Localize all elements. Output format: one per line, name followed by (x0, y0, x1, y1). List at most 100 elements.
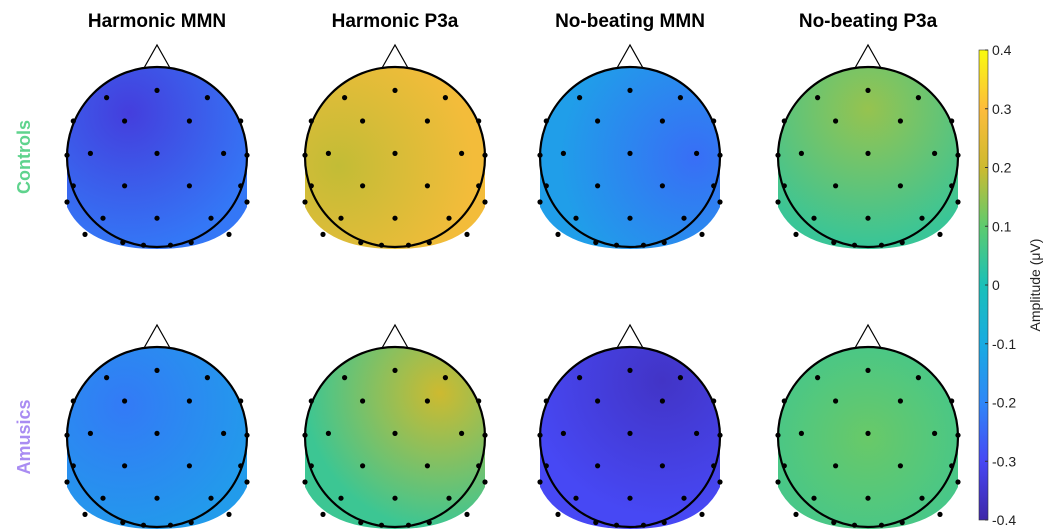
colorbar-tick-label: -0.1 (992, 336, 1016, 352)
column-title: No-beating P3a (799, 11, 938, 32)
electrode-dot (815, 375, 821, 381)
electrode-dot (932, 150, 938, 156)
topo-surface (778, 347, 958, 529)
colorbar-tick-label: -0.4 (992, 512, 1016, 528)
electrode-dot (392, 87, 398, 93)
electrode-dot (226, 231, 232, 237)
electrode-dot (320, 511, 326, 517)
electrode-dot (302, 152, 308, 158)
electrode-dot (897, 183, 904, 189)
electrode-dot (543, 183, 549, 189)
electrode-dot (476, 463, 482, 469)
electrode-dot (627, 150, 633, 156)
electrode-dot (851, 522, 858, 528)
electrode-dot (798, 430, 805, 436)
electrode-dot (186, 183, 192, 189)
topo-surface (67, 347, 247, 529)
electrode-dot (104, 375, 110, 381)
electrode-dot (811, 215, 817, 221)
electrode-dot (919, 495, 925, 501)
electrode-dot (659, 118, 666, 124)
electrode-dot (154, 430, 160, 436)
electrode-dot (775, 432, 781, 438)
electrode-dot (681, 215, 687, 221)
electrode-dot (955, 199, 961, 205)
electrode-dot (244, 432, 250, 438)
electrode-dot (70, 398, 76, 404)
electrode-dot (302, 479, 308, 485)
electrode-dot (711, 398, 717, 404)
topo-surface (305, 347, 485, 529)
electrode-dot (476, 183, 482, 189)
electrode-dot (627, 215, 633, 221)
electrode-dot (424, 463, 430, 469)
electrode-dot (659, 183, 666, 189)
topo-map (64, 43, 250, 249)
electrode-dot (595, 463, 601, 469)
colorbar-tick-label: -0.3 (992, 453, 1016, 469)
electrode-dot (122, 463, 128, 469)
electrode-dot (378, 522, 385, 528)
electrode-dot (781, 398, 787, 404)
electrode-dot (865, 150, 871, 156)
electrode-dot (392, 367, 398, 373)
electrode-dot (154, 495, 160, 501)
electrode-dot (338, 215, 344, 221)
electrode-dot (476, 118, 482, 124)
electrode-dot (122, 183, 128, 189)
electrode-dot (64, 432, 70, 438)
electrode-dot (482, 199, 488, 205)
electrode-dot (699, 511, 705, 517)
electrode-dot (543, 118, 549, 124)
electrode-dot (577, 95, 583, 101)
electrode-dot (543, 463, 549, 469)
electrode-dot (238, 183, 244, 189)
electrode-dot (815, 95, 821, 101)
electrode-dot (464, 511, 470, 517)
electrode-dot (82, 511, 88, 517)
electrode-dot (711, 183, 717, 189)
topo-map (775, 43, 961, 249)
electrode-dot (937, 231, 943, 237)
topo-surface (305, 67, 485, 250)
nose-outline (381, 323, 409, 349)
colorbar-tick-label: 0.2 (992, 160, 1012, 176)
electrode-dot (446, 495, 452, 501)
electrode-dot (793, 511, 799, 517)
electrode-dot (915, 375, 922, 381)
electrode-dot (87, 430, 93, 436)
electrode-dot (595, 183, 601, 189)
colorbar-ticks: 0.4 0.3 0.2 0.1 0 -0.1 -0.2 -0.3 -0.4 (985, 42, 1016, 528)
electrode-dot (104, 95, 110, 101)
nose-outline (616, 323, 644, 349)
electrode-dot (154, 87, 160, 93)
electrode-dot (937, 511, 943, 517)
colorbar-tick-label: 0.3 (992, 101, 1012, 117)
electrode-dot (694, 430, 700, 436)
electrode-dot (897, 118, 904, 124)
electrode-dot (613, 242, 620, 248)
electrode-dot (699, 231, 705, 237)
electrode-dot (70, 118, 76, 124)
electrode-dot (897, 463, 904, 469)
electrode-dot (100, 495, 106, 501)
colorbar-tick-label: 0.1 (992, 218, 1012, 234)
electrode-dot (360, 463, 366, 469)
electrode-dot (577, 375, 583, 381)
electrode-dot (711, 118, 717, 124)
topo-map (537, 43, 723, 249)
topo-maps-group (64, 43, 961, 529)
electrode-dot (897, 398, 904, 404)
electrode-dot (325, 430, 331, 436)
electrode-dot (555, 231, 561, 237)
electrode-dot (949, 398, 955, 404)
electrode-dot (70, 183, 76, 189)
electrode-dot (775, 479, 781, 485)
electrode-dot (560, 430, 567, 436)
electrode-dot (424, 398, 430, 404)
topo-surface (540, 67, 720, 249)
electrode-dot (865, 87, 871, 93)
electrode-dot (426, 239, 432, 246)
electrode-dot (244, 199, 250, 205)
nose-outline (854, 43, 882, 69)
